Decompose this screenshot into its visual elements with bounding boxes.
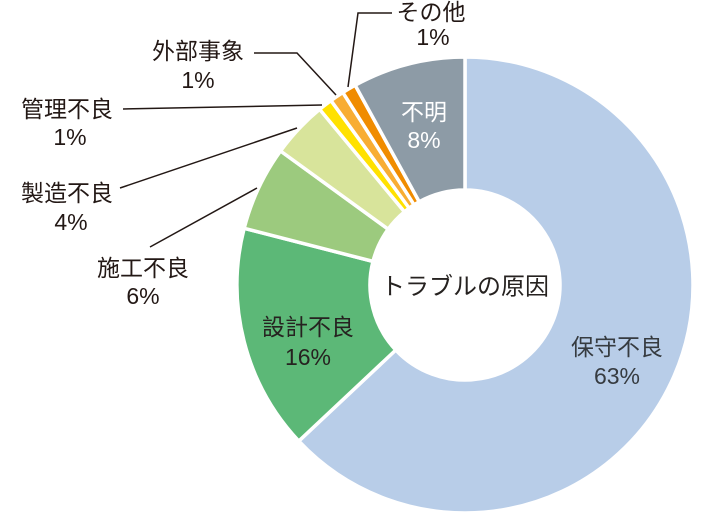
slice-pct-label-3: 4% — [54, 209, 87, 235]
slice-pct-label-0: 63% — [594, 363, 640, 389]
slice-name-label-3: 製造不良 — [21, 180, 113, 206]
leader-line-5 — [254, 52, 337, 96]
leader-line-6 — [347, 12, 392, 88]
slice-name-label-2: 施工不良 — [97, 255, 189, 281]
pie-slice-0 — [297, 55, 695, 515]
pie-slices — [235, 55, 695, 515]
slice-name-label-5: 外部事象 — [152, 38, 244, 64]
slice-name-label-7: 不明 — [401, 99, 447, 125]
leader-line-2 — [149, 187, 258, 248]
slice-name-label-6: その他 — [397, 0, 466, 25]
pie-slice-1 — [235, 226, 398, 443]
slice-pct-label-6: 1% — [416, 24, 449, 50]
slice-name-label-1: 設計不良 — [262, 314, 354, 340]
leader-line-3 — [119, 127, 298, 189]
slice-labels: 保守不良63%設計不良16%施工不良6%製造不良4%管理不良1%外部事象1%その… — [21, 0, 663, 389]
pie-slice-7 — [353, 55, 467, 204]
slice-pct-label-1: 16% — [285, 344, 331, 370]
slice-name-label-4: 管理不良 — [21, 96, 113, 122]
slice-name-label-0: 保守不良 — [571, 334, 663, 360]
slice-pct-label-2: 6% — [126, 283, 159, 309]
leader-line-4 — [122, 104, 323, 110]
slice-pct-label-5: 1% — [181, 67, 214, 93]
slice-pct-label-7: 8% — [407, 127, 440, 153]
chart-center-title: トラブルの原因 — [381, 274, 549, 301]
slice-pct-label-4: 1% — [53, 124, 86, 150]
leader-lines — [119, 12, 392, 248]
